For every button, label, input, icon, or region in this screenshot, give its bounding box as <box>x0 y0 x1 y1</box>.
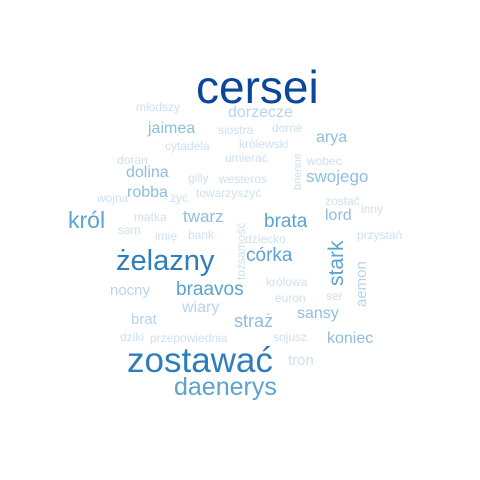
word-imie: imię <box>155 229 178 243</box>
word-towarzyszyc: towarzyszyć <box>196 186 262 200</box>
word-aemon: aemon <box>353 261 370 307</box>
word-dolina: dolina <box>126 164 169 181</box>
word-umierac: umierać <box>225 151 268 165</box>
word-ser: ser <box>326 289 343 303</box>
word-przepowiednia: przepowiednia <box>150 331 228 345</box>
word-przystan: przystań <box>357 228 403 242</box>
word-jaimea: jaimea <box>148 120 196 137</box>
word-bank: bank <box>188 228 215 242</box>
word-euron: euron <box>275 291 306 305</box>
word-sam: sam <box>118 223 141 237</box>
word-gilly: gilly <box>188 171 209 185</box>
word-mlodszy: młodszy <box>136 100 181 114</box>
word-corka: córka <box>246 245 293 266</box>
word-brat: brat <box>131 311 157 328</box>
word-zostawac: zostawać <box>127 341 273 380</box>
word-dorne: dorne <box>272 121 303 135</box>
word-dziki: dziki <box>120 330 145 344</box>
word-koniec: koniec <box>327 330 374 347</box>
word-nocny: nocny <box>110 282 151 299</box>
word-arya: arya <box>316 129 348 146</box>
word-zostac: zostać <box>325 194 360 208</box>
word-zelazny: żelazny <box>116 245 215 277</box>
word-robba: robba <box>127 184 168 201</box>
word-daenerys: daenerys <box>174 373 277 401</box>
word-doran: doran <box>117 153 148 167</box>
word-lord: lord <box>325 207 352 224</box>
word-tron: tron <box>288 352 314 369</box>
word-krolewski: królewski <box>239 137 289 151</box>
word-dorzecze: dorzecze <box>228 104 293 121</box>
word-brienne: brienne <box>292 153 304 190</box>
word-swojego: swojego <box>306 167 369 186</box>
word-stark: stark <box>325 240 348 286</box>
word-sansy: sansy <box>297 305 339 322</box>
word-wiary: wiary <box>182 299 220 316</box>
word-inny: inny <box>361 202 384 216</box>
word-siostra: siostra <box>218 123 254 137</box>
word-brata: brata <box>264 211 308 232</box>
word-krolowa: królowa <box>266 275 308 289</box>
word-cytadela: cytadela <box>165 139 210 153</box>
word-cersei: cersei <box>196 61 319 113</box>
word-straz: straż <box>234 311 274 331</box>
word-wobec: wobec <box>307 154 342 168</box>
word-sojusz: sojusz <box>273 330 308 344</box>
word-braavos: braavos <box>176 279 244 300</box>
word-dziecko: dziecko <box>245 232 286 246</box>
word-westeros: westeros <box>219 172 268 186</box>
word-zyc: żyć <box>170 191 188 205</box>
word-matka: matka <box>134 210 167 224</box>
word-krol: król <box>68 207 106 233</box>
word-wojna: wojna <box>97 191 129 205</box>
word-twarz: twarz <box>183 207 224 226</box>
